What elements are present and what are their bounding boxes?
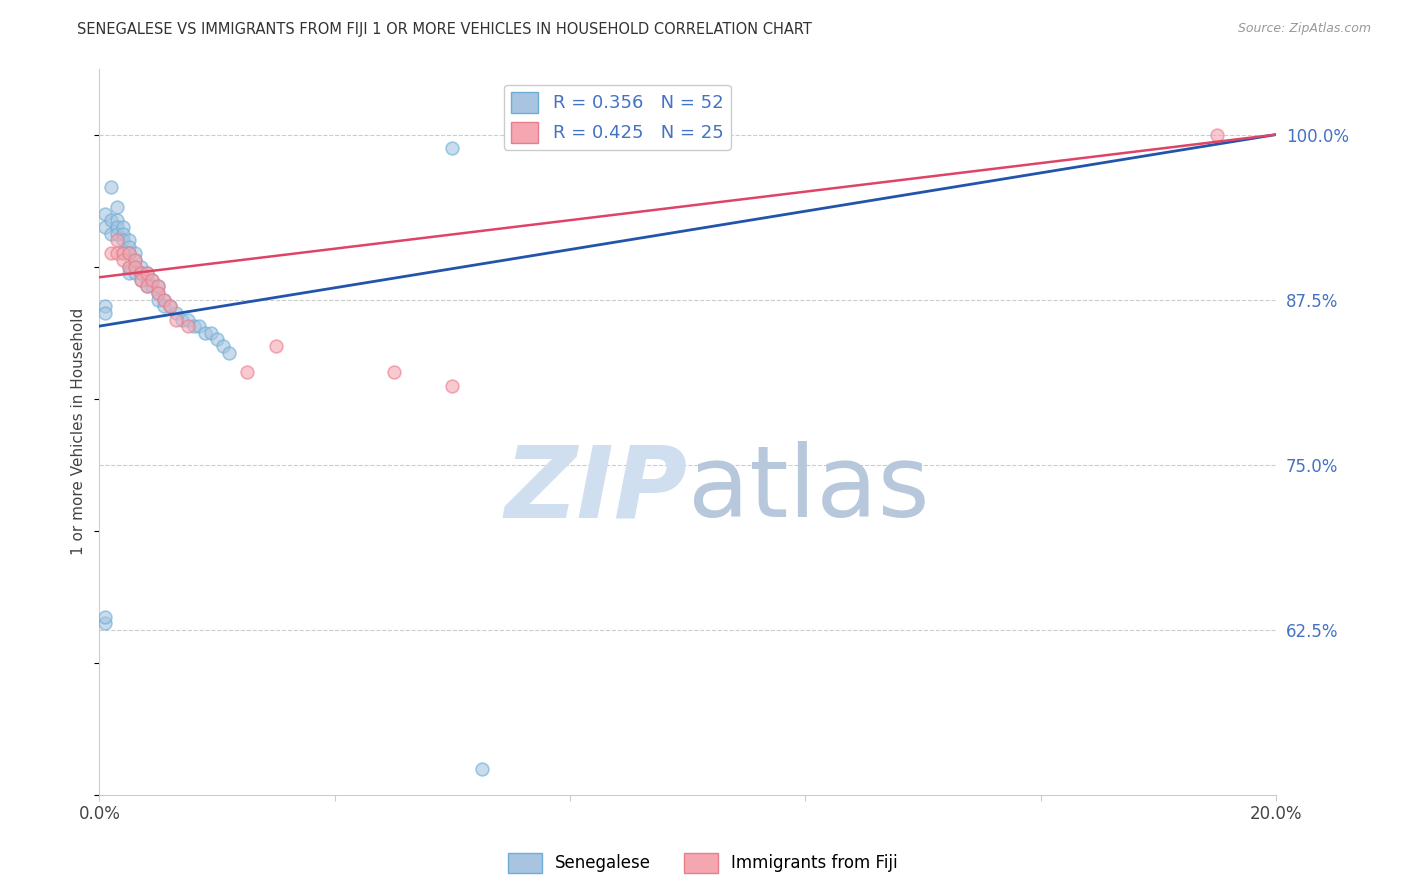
Point: [124, 253, 146, 268]
Point: [111, 253, 134, 268]
Y-axis label: 1 or more Vehicles in Household: 1 or more Vehicles in Household: [72, 308, 86, 556]
Point: [124, 246, 146, 260]
Point: [118, 233, 141, 247]
Point: [124, 266, 146, 280]
Point: [264, 339, 287, 353]
Point: [105, 220, 128, 235]
Legend: Senegalese, Immigrants from Fiji: Senegalese, Immigrants from Fiji: [502, 847, 904, 880]
Point: [94, 207, 117, 221]
Point: [100, 227, 122, 241]
Point: [111, 233, 134, 247]
Point: [100, 180, 122, 194]
Point: [218, 345, 240, 359]
Point: [153, 293, 176, 307]
Point: [100, 213, 122, 227]
Point: [441, 378, 464, 392]
Text: Source: ZipAtlas.com: Source: ZipAtlas.com: [1237, 22, 1371, 36]
Point: [94, 299, 117, 313]
Point: [165, 306, 187, 320]
Point: [1206, 128, 1229, 142]
Point: [100, 246, 122, 260]
Point: [141, 273, 163, 287]
Point: [94, 609, 117, 624]
Point: [105, 213, 128, 227]
Point: [441, 141, 464, 155]
Legend: R = 0.356   N = 52, R = 0.425   N = 25: R = 0.356 N = 52, R = 0.425 N = 25: [503, 85, 731, 150]
Point: [118, 266, 141, 280]
Point: [94, 616, 117, 631]
Text: SENEGALESE VS IMMIGRANTS FROM FIJI 1 OR MORE VEHICLES IN HOUSEHOLD CORRELATION C: SENEGALESE VS IMMIGRANTS FROM FIJI 1 OR …: [77, 22, 813, 37]
Point: [148, 279, 170, 293]
Point: [148, 286, 170, 301]
Point: [176, 319, 198, 334]
Point: [129, 266, 152, 280]
Point: [135, 279, 157, 293]
Point: [212, 339, 235, 353]
Point: [129, 273, 152, 287]
Point: [183, 319, 205, 334]
Point: [135, 266, 157, 280]
Point: [141, 273, 163, 287]
Point: [471, 762, 494, 776]
Point: [94, 306, 117, 320]
Point: [148, 293, 170, 307]
Point: [111, 246, 134, 260]
Point: [124, 260, 146, 274]
Point: [135, 266, 157, 280]
Point: [105, 200, 128, 214]
Point: [111, 227, 134, 241]
Point: [118, 260, 141, 274]
Point: [141, 279, 163, 293]
Point: [118, 246, 141, 260]
Point: [165, 312, 187, 326]
Point: [159, 299, 181, 313]
Point: [105, 227, 128, 241]
Point: [129, 260, 152, 274]
Point: [111, 246, 134, 260]
Point: [111, 220, 134, 235]
Point: [153, 299, 176, 313]
Point: [135, 279, 157, 293]
Text: atlas: atlas: [688, 442, 929, 539]
Point: [159, 299, 181, 313]
Point: [129, 273, 152, 287]
Point: [135, 273, 157, 287]
Point: [148, 279, 170, 293]
Text: ZIP: ZIP: [505, 442, 688, 539]
Point: [205, 332, 228, 346]
Point: [129, 266, 152, 280]
Point: [170, 312, 193, 326]
Point: [200, 326, 222, 340]
Point: [118, 246, 141, 260]
Point: [118, 260, 141, 274]
Point: [105, 233, 128, 247]
Point: [118, 240, 141, 254]
Point: [148, 286, 170, 301]
Point: [94, 220, 117, 235]
Point: [124, 253, 146, 268]
Point: [194, 326, 217, 340]
Point: [382, 365, 405, 379]
Point: [188, 319, 211, 334]
Point: [124, 260, 146, 274]
Point: [153, 293, 176, 307]
Point: [176, 312, 198, 326]
Point: [105, 246, 128, 260]
Point: [235, 365, 257, 379]
